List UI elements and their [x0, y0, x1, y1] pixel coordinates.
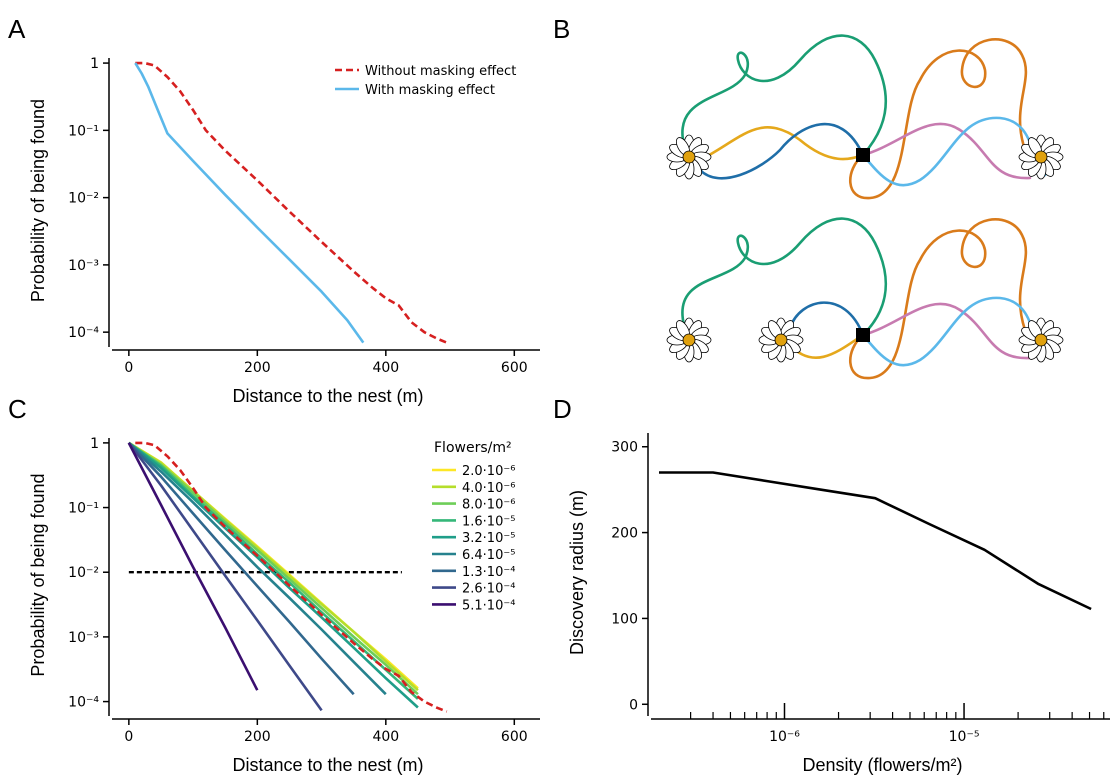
y-tick-label: 10⁻²: [68, 565, 99, 581]
legend-title: Flowers/m²: [434, 440, 512, 456]
foraging-diagram: [666, 34, 1064, 380]
x-tick-label: 400: [372, 360, 399, 376]
y-tick-label: 200: [611, 526, 638, 542]
series-line: [659, 471, 1092, 611]
y-tick-label: 0: [629, 697, 638, 713]
legend-label: With masking effect: [365, 83, 495, 98]
series-line: [128, 441, 419, 709]
route: [861, 122, 1032, 180]
y-tick-label: 10⁻³: [68, 258, 99, 274]
flower: [1018, 134, 1064, 180]
legend-label: Without masking effect: [365, 64, 516, 79]
y-tick-label: 10⁻¹: [68, 501, 99, 517]
legend-label: 1.3·10⁻⁴: [462, 565, 515, 580]
x-tick-label: 10⁻⁵: [949, 729, 980, 745]
y-axis-title: Probability of being found: [28, 99, 48, 302]
panel-label: C: [8, 394, 27, 424]
x-tick-label: 0: [124, 729, 133, 745]
y-tick-label: 1: [90, 436, 99, 452]
diagram-bottom: [666, 217, 1064, 380]
y-axis-title: Probability of being found: [28, 473, 48, 676]
panel-label: D: [553, 394, 572, 424]
y-tick-label: 10⁻²: [68, 191, 99, 207]
legend-label: 1.6·10⁻⁵: [462, 514, 515, 529]
series-line: [127, 441, 387, 696]
nest: [856, 148, 870, 162]
series-line: [127, 442, 259, 691]
series-line: [135, 61, 448, 344]
x-tick-label: 200: [244, 729, 271, 745]
series-line: [134, 62, 365, 344]
legend-label: 6.4·10⁻⁵: [462, 548, 515, 563]
y-tick-label: 100: [611, 611, 638, 627]
flower: [1018, 317, 1064, 363]
y-tick-label: 10⁻³: [68, 630, 99, 646]
panel-label: B: [553, 14, 570, 44]
x-axis-title: Distance to the nest (m): [232, 755, 423, 775]
series-line: [127, 442, 323, 712]
flower: [758, 317, 804, 363]
legend-label: 2.6·10⁻⁴: [462, 582, 515, 597]
x-tick-label: 400: [372, 729, 399, 745]
y-tick-label: 10⁻¹: [68, 123, 99, 139]
legend-label: 8.0·10⁻⁶: [462, 498, 515, 513]
reference-line: [135, 441, 448, 713]
x-tick-label: 600: [501, 729, 528, 745]
route: [681, 34, 888, 157]
x-tick-label: 0: [124, 360, 133, 376]
y-tick-label: 10⁻⁴: [68, 325, 99, 341]
series-line: [128, 441, 419, 696]
x-tick-label: 600: [501, 360, 528, 376]
route: [698, 126, 865, 162]
route: [788, 301, 865, 337]
route: [848, 38, 1028, 200]
diagram-top: [666, 34, 1064, 200]
series-line: [128, 441, 419, 692]
series-line: [127, 442, 355, 696]
y-axis-title: Discovery radius (m): [567, 490, 587, 655]
y-tick-label: 10⁻⁴: [68, 695, 99, 711]
x-axis-title: Distance to the nest (m): [232, 386, 423, 406]
legend-label: 4.0·10⁻⁶: [462, 481, 515, 496]
y-tick-label: 300: [611, 440, 638, 456]
legend-label: 2.0·10⁻⁶: [462, 464, 515, 479]
flower: [666, 317, 712, 363]
legend-label: 5.1·10⁻⁴: [462, 598, 515, 613]
route: [698, 122, 865, 180]
y-tick-label: 1: [90, 56, 99, 72]
x-axis-title: Density (flowers/m²): [802, 755, 962, 775]
x-tick-label: 200: [244, 360, 271, 376]
route: [848, 218, 1028, 380]
x-tick-label: 10⁻⁶: [769, 729, 800, 745]
route: [861, 302, 1032, 360]
panel-label: A: [8, 14, 26, 44]
legend-label: 3.2·10⁻⁵: [462, 531, 515, 546]
route: [681, 217, 888, 337]
nest: [856, 328, 870, 342]
